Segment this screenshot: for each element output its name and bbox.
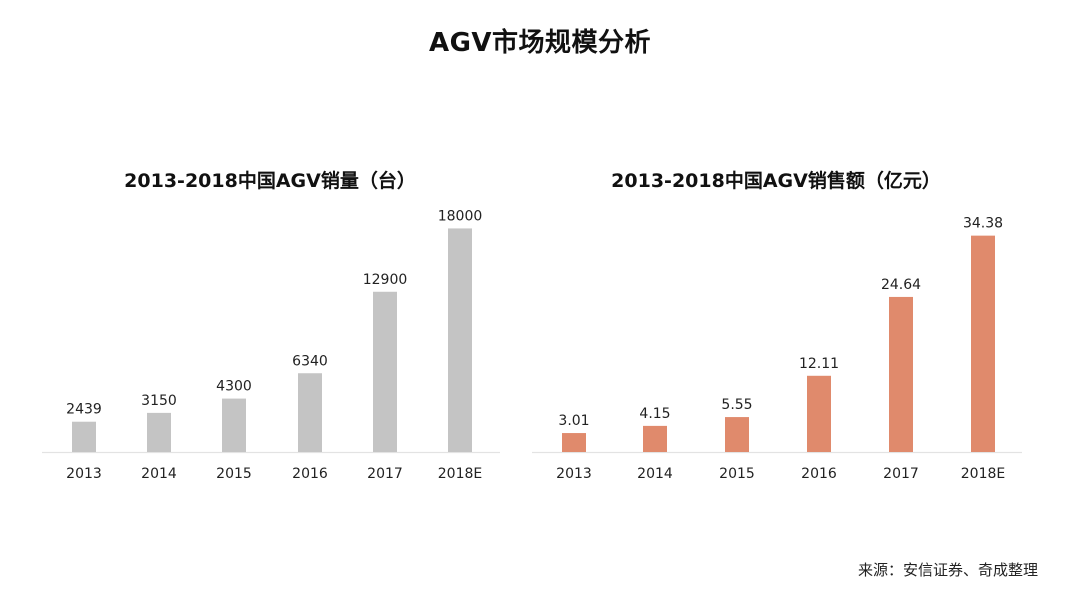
sales-revenue-bar-2014 — [643, 425, 667, 452]
sales-volume-tick-label-2015: 2015 — [216, 466, 252, 482]
sales-revenue-tick-label-2017: 2017 — [883, 466, 919, 482]
sales-revenue-bar-2016 — [807, 375, 831, 452]
sales-revenue-data-label-2016: 12.11 — [799, 356, 839, 372]
sales-revenue-chart-title: 2013-2018中国AGV销售额（亿元） — [611, 170, 941, 192]
sales-volume-data-label-2017: 12900 — [363, 272, 408, 288]
sales-volume-data-label-2015: 4300 — [216, 379, 252, 395]
page-title: AGV市场规模分析 — [428, 28, 652, 58]
sales-revenue-tick-label-2018E: 2018E — [961, 466, 1005, 482]
sales-volume-tick-label-2014: 2014 — [141, 466, 177, 482]
sales-volume-tick-label-2018E: 2018E — [438, 466, 482, 482]
sales-revenue-data-label-2018E: 34.38 — [963, 216, 1003, 232]
sales-volume-tick-label-2016: 2016 — [292, 466, 328, 482]
sales-revenue-data-label-2014: 4.15 — [639, 406, 670, 422]
sales-revenue-tick-label-2015: 2015 — [719, 466, 755, 482]
sales-volume-bar-2018E — [448, 228, 472, 452]
sales-volume-bar-2013 — [72, 421, 96, 452]
sales-revenue-tick-label-2014: 2014 — [637, 466, 673, 482]
sales-volume-bar-2015 — [222, 398, 246, 452]
sales-volume-data-label-2018E: 18000 — [438, 208, 483, 224]
sales-volume-chart-title: 2013-2018中国AGV销量（台） — [124, 170, 416, 192]
sales-volume-data-label-2014: 3150 — [141, 393, 177, 409]
sales-volume-bar-2017 — [373, 291, 397, 452]
sales-revenue-data-label-2017: 24.64 — [881, 277, 921, 293]
sales-revenue-bar-2015 — [725, 417, 749, 452]
sales-volume-tick-label-2013: 2013 — [66, 466, 102, 482]
sales-revenue-bar-2017 — [889, 296, 913, 452]
sales-revenue-data-label-2015: 5.55 — [721, 397, 752, 413]
sales-revenue-bar-2013 — [562, 433, 586, 452]
sales-volume-bar-2016 — [298, 373, 322, 452]
sales-volume-tick-label-2017: 2017 — [367, 466, 403, 482]
sales-volume-data-label-2016: 6340 — [292, 353, 328, 369]
source-note: 来源：安信证券、奇成整理 — [857, 561, 1038, 579]
sales-volume-data-label-2013: 2439 — [66, 402, 102, 418]
sales-volume-bar-2014 — [147, 412, 171, 452]
sales-revenue-data-label-2013: 3.01 — [558, 413, 589, 429]
sales-revenue-tick-label-2016: 2016 — [801, 466, 837, 482]
sales-revenue-tick-label-2013: 2013 — [556, 466, 592, 482]
sales-revenue-bar-2018E — [971, 235, 995, 452]
